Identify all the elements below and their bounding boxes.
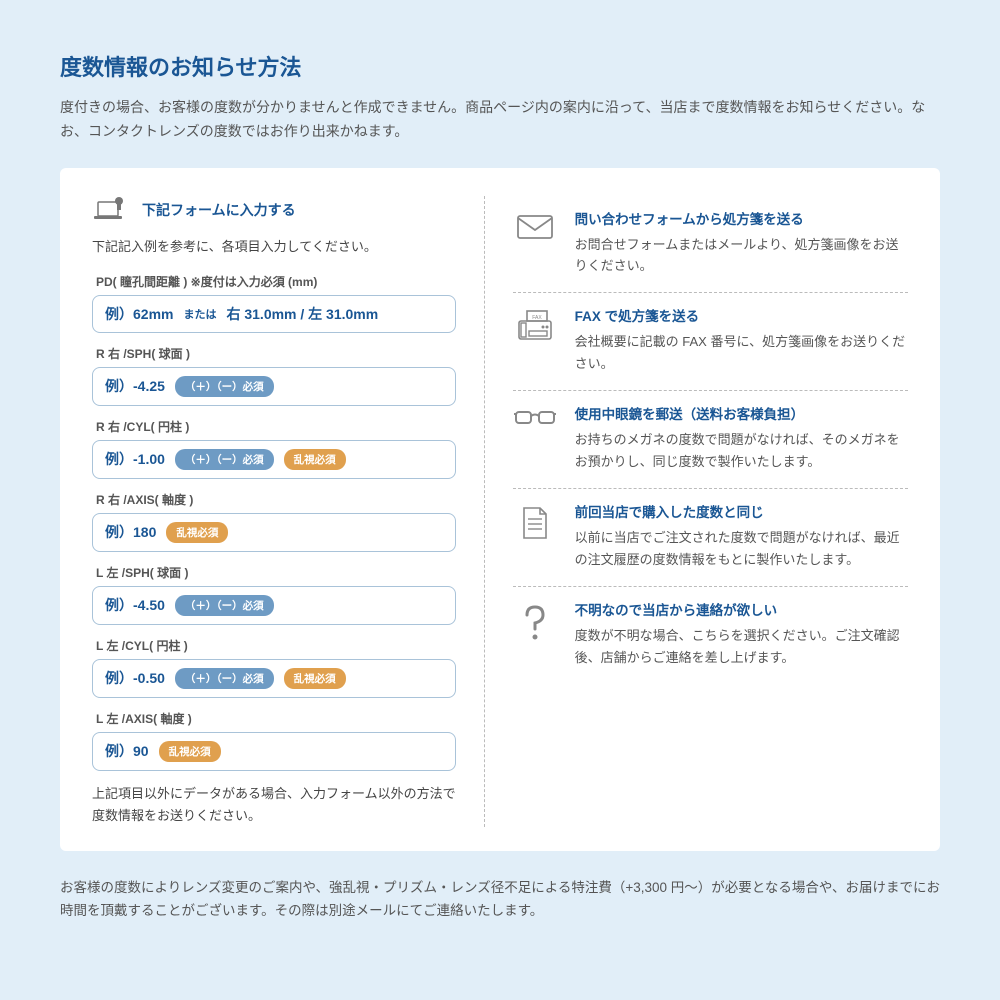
required-sign-badge: （＋）（ー）必須 <box>175 376 274 397</box>
method-title: FAX で処方箋を送る <box>575 305 908 325</box>
mail-icon <box>513 208 557 277</box>
method-description: お持ちのメガネの度数で問題がなければ、そのメガネをお預かりし、同じ度数で製作いた… <box>575 429 908 472</box>
field-label: L 左 /CYL( 円柱 ) <box>96 637 456 654</box>
field-example-value: 例）-1.00 <box>105 449 165 469</box>
form-column: 下記フォームに入力する 下記記入例を参考に、各項目入力してください。 PD( 瞳… <box>92 196 484 827</box>
method-description: お問合せフォームまたはメールより、処方箋画像をお送りください。 <box>575 234 908 277</box>
required-sign-badge: （＋）（ー）必須 <box>175 668 274 689</box>
required-sign-badge: （＋）（ー）必須 <box>175 595 274 616</box>
form-subtitle: 下記記入例を参考に、各項目入力してください。 <box>92 236 456 255</box>
page-description: 度付きの場合、お客様の度数が分かりませんと作成できません。商品ページ内の案内に沿… <box>60 96 940 144</box>
method-item: 問い合わせフォームから処方箋を送るお問合せフォームまたはメールより、処方箋画像を… <box>513 196 908 294</box>
required-sign-badge: （＋）（ー）必須 <box>175 449 274 470</box>
field-example-box: 例）-4.25 （＋）（ー）必須 <box>92 367 456 406</box>
method-title: 不明なので当店から連絡が欲しい <box>575 599 908 619</box>
method-item: FAX FAX で処方箋を送る会社概要に記載の FAX 番号に、処方箋画像をお送り… <box>513 293 908 391</box>
methods-column: 問い合わせフォームから処方箋を送るお問合せフォームまたはメールより、処方箋画像を… <box>484 196 908 827</box>
method-description: 会社概要に記載の FAX 番号に、処方箋画像をお送りください。 <box>575 331 908 374</box>
astigmatism-badge: 乱視必須 <box>159 741 221 762</box>
method-description: 度数が不明な場合、こちらを選択ください。ご注文確認後、店舗からご連絡を差し上げま… <box>575 625 908 668</box>
form-note: 上記項目以外にデータがある場合、入力フォーム以外の方法で度数情報をお送りください… <box>92 783 456 827</box>
field-example-value: 例）-4.50 <box>105 595 165 615</box>
method-title: 使用中眼鏡を郵送（送料お客様負担） <box>575 403 908 423</box>
page-title: 度数情報のお知らせ方法 <box>60 50 940 82</box>
form-title: 下記フォームに入力する <box>142 200 296 220</box>
field-example-value: 例）90 <box>105 741 149 761</box>
laptop-icon <box>92 196 128 224</box>
method-item: 前回当店で購入した度数と同じ以前に当店でご注文された度数で問題がなければ、最近の… <box>513 489 908 587</box>
field-example-box: 例）-1.00 （＋）（ー）必須乱視必須 <box>92 440 456 479</box>
field-example-box: 例）180 乱視必須 <box>92 513 456 552</box>
method-title: 問い合わせフォームから処方箋を送る <box>575 208 908 228</box>
field-example-value-alt: 右 31.0mm / 左 31.0mm <box>226 304 378 324</box>
question-icon <box>513 599 557 668</box>
method-item: 使用中眼鏡を郵送（送料お客様負担） お持ちのメガネの度数で問題がなければ、そのメガ… <box>513 391 908 489</box>
footer-note: お客様の度数によりレンズ変更のご案内や、強乱視・プリズム・レンズ径不足による特注… <box>60 877 940 923</box>
field-example-box: 例）-0.50 （＋）（ー）必須乱視必須 <box>92 659 456 698</box>
field-example-box: 例）90 乱視必須 <box>92 732 456 771</box>
astigmatism-badge: 乱視必須 <box>284 449 346 470</box>
field-example-box: 例）-4.50 （＋）（ー）必須 <box>92 586 456 625</box>
astigmatism-badge: 乱視必須 <box>284 668 346 689</box>
field-example-or: または <box>183 306 216 322</box>
field-example-value: 例）62mm <box>105 304 173 324</box>
fax-icon: FAX <box>513 305 557 374</box>
field-label: R 右 /SPH( 球面 ) <box>96 345 456 362</box>
field-label: R 右 /AXIS( 軸度 ) <box>96 491 456 508</box>
method-title: 前回当店で購入した度数と同じ <box>575 501 908 521</box>
field-example-value: 例）180 <box>105 522 156 542</box>
document-icon <box>513 501 557 570</box>
field-label: L 左 /SPH( 球面 ) <box>96 564 456 581</box>
glasses-icon <box>513 403 557 472</box>
field-example-box: 例）62mm または右 31.0mm / 左 31.0mm <box>92 295 456 333</box>
field-label: L 左 /AXIS( 軸度 ) <box>96 710 456 727</box>
astigmatism-badge: 乱視必須 <box>166 522 228 543</box>
field-label: PD( 瞳孔間距離 ) ※度付は入力必須 (mm) <box>96 273 456 290</box>
field-example-value: 例）-0.50 <box>105 668 165 688</box>
main-container: 下記フォームに入力する 下記記入例を参考に、各項目入力してください。 PD( 瞳… <box>60 168 940 851</box>
method-item: 不明なので当店から連絡が欲しい度数が不明な場合、こちらを選択ください。ご注文確認… <box>513 587 908 668</box>
field-label: R 右 /CYL( 円柱 ) <box>96 418 456 435</box>
field-example-value: 例）-4.25 <box>105 376 165 396</box>
svg-text:FAX: FAX <box>532 315 542 321</box>
method-description: 以前に当店でご注文された度数で問題がなければ、最近の注文履歴の度数情報をもとに製… <box>575 527 908 570</box>
